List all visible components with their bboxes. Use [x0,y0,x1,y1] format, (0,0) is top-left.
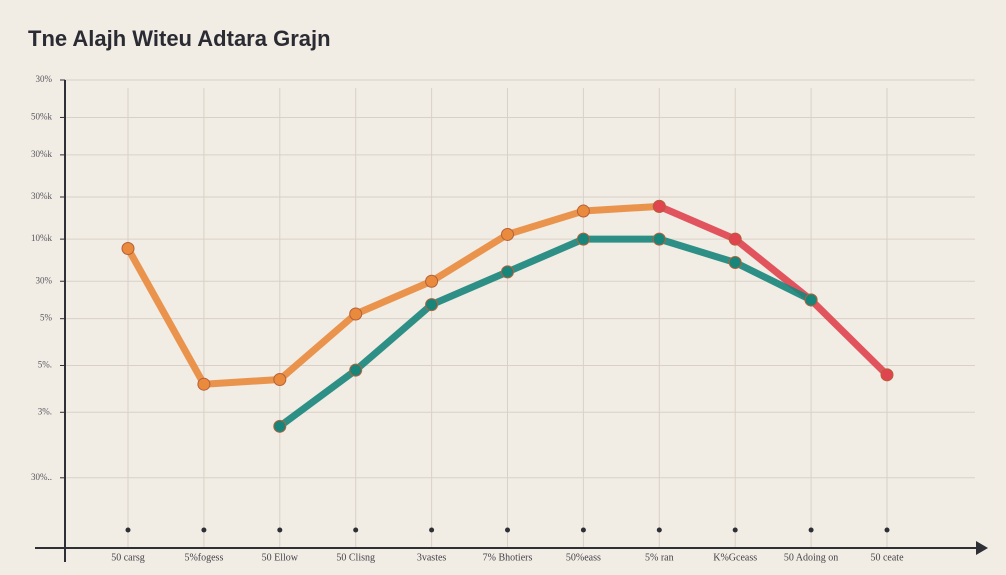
data-point [273,373,287,387]
data-point [804,293,818,307]
y-tick-label: 30%k [31,149,52,159]
data-point [728,232,742,246]
x-tick-label: 50 Adoing on [784,552,838,563]
plot-area [121,199,894,433]
x-tick-label: 5%fogess [184,552,223,563]
chart-title: Tne Alajh Witeu Adtara Grajn [28,26,331,51]
x-tick-dot [732,527,738,533]
data-point [501,265,514,279]
x-tick-dot [125,527,131,533]
data-point [425,298,439,312]
x-tick-label: 5% ran [645,552,674,563]
data-point [576,232,590,246]
x-tick-label: 50 Ellow [262,552,299,563]
x-tick-dot [353,527,359,533]
x-tick-dot [808,527,814,533]
x-tick-label: 50%eass [566,552,601,563]
x-tick-dot [656,527,662,533]
data-point [121,241,135,255]
data-point [880,368,894,382]
x-tick-label: 50 Clisng [336,552,375,563]
series-line [276,235,815,430]
data-point [349,307,363,321]
x-tick-dot [429,527,435,533]
y-tick-label: 5%. [38,360,52,370]
y-tick-label: 3%. [38,406,52,416]
x-tick-dot [505,527,510,533]
data-point [425,274,439,288]
data-point [501,227,514,241]
y-tick-label: 10%k [31,233,52,243]
x-tick-dot [277,527,283,533]
data-point [349,363,363,377]
y-tick-label: 30% [36,74,53,84]
x-tick-label: 50 ceate [870,552,904,563]
y-tick-label: 5% [40,313,53,323]
data-point [728,256,742,270]
y-tick-label: 30%k [31,191,52,201]
x-tick-label: 3vastes [417,552,447,563]
y-tick-label: 50%k [31,112,52,122]
grid [65,79,975,548]
data-point [652,199,666,213]
data-point [576,204,590,218]
x-tick-dot [201,527,207,533]
x-tick-label: 7% Bhotiers [483,552,533,563]
x-axis-arrow [976,541,988,555]
x-tick-dot [884,527,890,533]
y-tick-label: 30% [36,275,53,285]
x-tick-dot [580,527,586,533]
data-point [652,232,666,246]
x-tick-label: K%Gceass [713,552,757,563]
data-point [273,419,287,433]
y-tick-label: 30%.. [31,472,52,482]
x-tick-label: 50 carsg [111,552,145,563]
series-line [655,202,891,379]
series-line [124,202,663,388]
data-point [197,377,211,391]
